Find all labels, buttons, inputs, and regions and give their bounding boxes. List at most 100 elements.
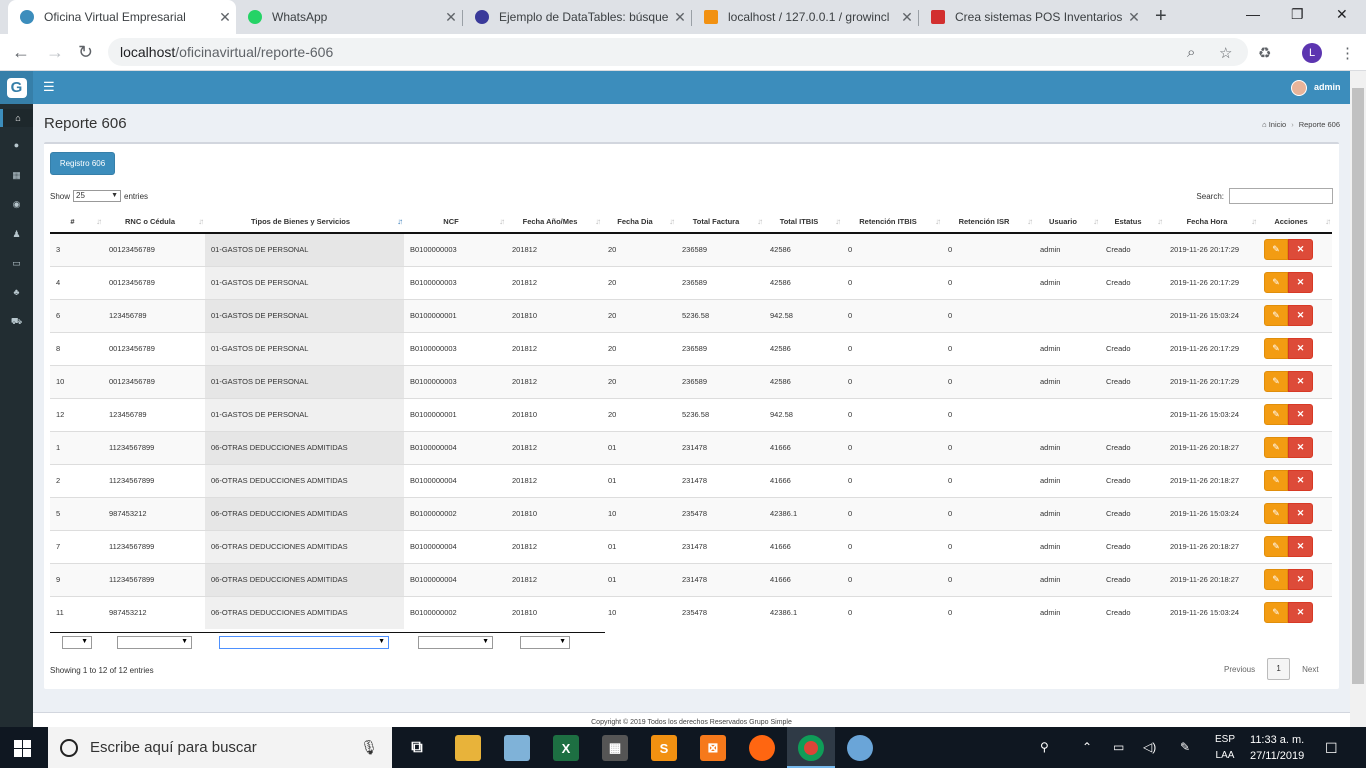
grid-icon[interactable]: ▦ — [12, 170, 21, 180]
delete-button[interactable]: ✕ — [1288, 371, 1313, 392]
reload-icon[interactable]: ↻ — [78, 42, 94, 62]
xampp-icon[interactable]: ⊠ — [700, 735, 726, 761]
close-tab-icon[interactable]: ✕ — [674, 8, 686, 25]
maximize-button[interactable]: ❐ — [1291, 6, 1304, 22]
menu-toggle-icon[interactable]: ☰ — [43, 79, 55, 94]
column-header[interactable]: Fecha Hora ↓↑ — [1164, 210, 1258, 234]
scrollbar-thumb[interactable] — [1352, 88, 1364, 684]
task-view-icon[interactable]: ⧉ — [411, 739, 423, 756]
edit-button[interactable]: ✎ — [1264, 470, 1288, 491]
back-icon[interactable]: ← — [12, 42, 30, 62]
column-header[interactable]: # ↓↑ — [50, 210, 103, 234]
delete-button[interactable]: ✕ — [1288, 404, 1313, 425]
extension-icon[interactable]: ♻ — [1258, 45, 1272, 62]
delete-button[interactable]: ✕ — [1288, 503, 1313, 524]
user-icon[interactable]: ● — [13, 140, 20, 150]
calculator-icon[interactable]: ▦ — [602, 735, 628, 761]
profile-avatar[interactable]: L — [1302, 43, 1322, 63]
delete-button[interactable]: ✕ — [1288, 569, 1313, 590]
column-header[interactable]: Fecha Año/Mes ↓↑ — [506, 210, 602, 234]
filter-id-select[interactable] — [62, 636, 92, 649]
delete-button[interactable]: ✕ — [1288, 305, 1313, 326]
delete-button[interactable]: ✕ — [1288, 602, 1313, 624]
menu-dots-icon[interactable]: ⋮ — [1340, 45, 1355, 62]
new-tab-button[interactable]: + — [1155, 5, 1167, 27]
search-input[interactable] — [1229, 188, 1333, 204]
microphone-icon[interactable]: 🎙 — [360, 739, 378, 755]
minimize-button[interactable]: — — [1246, 6, 1260, 22]
column-header[interactable]: Tipos de Bienes y Servicios ↓↑ — [205, 210, 404, 234]
edit-button[interactable]: ✎ — [1264, 371, 1288, 392]
close-window-button[interactable]: ✕ — [1336, 6, 1348, 22]
edit-button[interactable]: ✎ — [1264, 536, 1288, 557]
tab-pos[interactable]: Crea sistemas POS Inventarios ✕ — [919, 0, 1145, 34]
tab-datatables[interactable]: Ejemplo de DataTables: búsqueda ✕ — [463, 0, 691, 34]
edit-button[interactable]: ✎ — [1264, 239, 1288, 261]
edit-button[interactable]: ✎ — [1264, 569, 1288, 590]
delete-button[interactable]: ✕ — [1288, 272, 1313, 293]
next-button[interactable]: Next — [1302, 664, 1319, 674]
column-header[interactable]: RNC o Cédula ↓↑ — [103, 210, 205, 234]
column-header[interactable]: Usuario ↓↑ — [1034, 210, 1100, 234]
people-icon[interactable]: ⚲ — [1040, 740, 1049, 754]
delete-button[interactable]: ✕ — [1288, 536, 1313, 557]
column-header[interactable]: Retención ISR ↓↑ — [942, 210, 1034, 234]
bookmark-star-icon[interactable]: ☆ — [1219, 45, 1233, 62]
tray-up-icon[interactable]: ⌃ — [1082, 740, 1093, 754]
file-explorer-icon[interactable] — [455, 735, 481, 761]
column-header[interactable]: Retención ITBIS ↓↑ — [842, 210, 942, 234]
language-indicator[interactable]: ESP LAA — [1215, 732, 1235, 764]
forward-icon[interactable]: → — [46, 42, 64, 62]
zoom-icon[interactable]: ⌕ — [1187, 44, 1196, 61]
notifications-icon[interactable]: ☐ — [1325, 740, 1338, 756]
delete-button[interactable]: ✕ — [1288, 437, 1313, 458]
user-name[interactable]: admin — [1314, 82, 1341, 92]
battery-icon[interactable]: ▭ — [1113, 740, 1125, 754]
users-icon[interactable]: ♟ — [12, 229, 21, 239]
tab-whatsapp[interactable]: WhatsApp ✕ — [236, 0, 462, 34]
column-header[interactable]: NCF ↓↑ — [404, 210, 506, 234]
pen-icon[interactable]: ✎ — [1180, 740, 1191, 754]
filter-ncf-select[interactable] — [418, 636, 493, 649]
close-tab-icon[interactable]: ✕ — [1128, 8, 1140, 25]
filter-rnc-select[interactable] — [117, 636, 192, 649]
sublime-icon[interactable]: S — [651, 735, 677, 761]
close-tab-icon[interactable]: ✕ — [901, 8, 913, 25]
filter-tipo-select[interactable] — [219, 636, 389, 649]
column-header[interactable]: Fecha Dia ↓↑ — [602, 210, 676, 234]
edit-button[interactable]: ✎ — [1264, 305, 1288, 326]
avatar[interactable] — [1291, 80, 1307, 96]
column-header[interactable]: Total Factura ↓↑ — [676, 210, 764, 234]
column-header[interactable]: Acciones ↓↑ — [1258, 210, 1332, 234]
circle-icon[interactable]: ◉ — [12, 199, 21, 209]
edit-button[interactable]: ✎ — [1264, 437, 1288, 458]
tab-oficina[interactable]: Oficina Virtual Empresarial ✕ — [8, 0, 236, 34]
delete-button[interactable]: ✕ — [1288, 470, 1313, 491]
cart-icon[interactable]: ⛟ — [10, 316, 23, 326]
home-icon[interactable]: ⌂ — [0, 109, 33, 127]
edit-button[interactable]: ✎ — [1264, 404, 1288, 425]
delete-button[interactable]: ✕ — [1288, 338, 1313, 359]
edit-button[interactable]: ✎ — [1264, 272, 1288, 293]
chrome-icon[interactable] — [798, 735, 824, 761]
clock[interactable]: 11:33 a. m. 27/11/2019 — [1250, 732, 1304, 764]
register-606-button[interactable]: Registro 606 — [50, 152, 115, 175]
column-header[interactable]: Estatus ↓↑ — [1100, 210, 1164, 234]
delete-button[interactable]: ✕ — [1288, 239, 1313, 261]
thumbs-up-icon[interactable]: ♣ — [13, 287, 20, 297]
column-header[interactable]: Total ITBIS ↓↑ — [764, 210, 842, 234]
page-1-button[interactable]: 1 — [1267, 658, 1291, 680]
close-tab-icon[interactable]: ✕ — [445, 8, 457, 25]
previous-button[interactable]: Previous — [1224, 664, 1256, 674]
entries-select[interactable]: 25 — [73, 190, 122, 202]
firefox-icon[interactable] — [749, 735, 775, 761]
edit-button[interactable]: ✎ — [1264, 503, 1288, 524]
windows-start-icon[interactable] — [14, 740, 31, 757]
card-icon[interactable]: ▭ — [12, 258, 21, 268]
volume-icon[interactable]: ◁) — [1143, 740, 1157, 754]
excel-icon[interactable]: X — [553, 735, 579, 761]
filter-fecha-select[interactable] — [520, 636, 570, 649]
edit-button[interactable]: ✎ — [1264, 602, 1288, 624]
paint-icon[interactable] — [847, 735, 873, 761]
tab-phpmyadmin[interactable]: localhost / 127.0.0.1 / growincl ✕ — [692, 0, 918, 34]
